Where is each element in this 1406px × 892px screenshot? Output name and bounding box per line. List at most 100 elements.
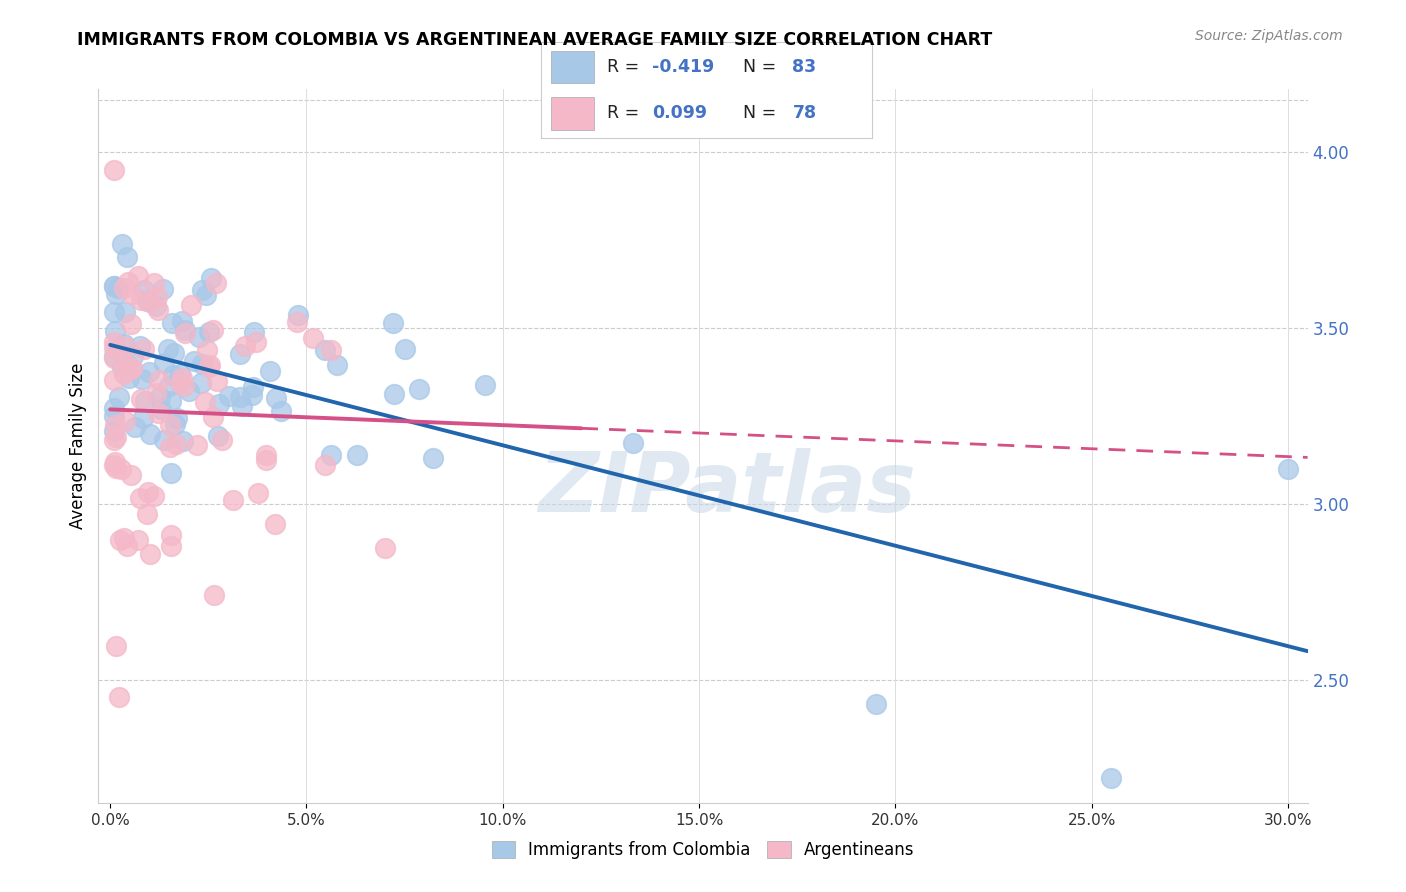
Point (105, 430, 128, 444)
Point (120, 468, 142, 483)
Point (104, 639, 127, 653)
Point (117, 357, 139, 371)
Point (103, 305, 125, 319)
Point (259, 363, 281, 377)
Point (156, 343, 179, 357)
Point (103, 335, 125, 350)
Point (103, 409, 125, 423)
Point (270, 404, 292, 418)
Point (117, 275, 139, 289)
Text: N =: N = (742, 58, 782, 76)
Point (190, 376, 212, 391)
Point (254, 448, 277, 462)
Point (118, 371, 141, 385)
Point (103, 424, 125, 438)
Point (159, 418, 181, 433)
Point (107, 281, 129, 295)
Point (112, 356, 135, 370)
Point (172, 314, 194, 328)
Point (202, 409, 225, 424)
Point (159, 528, 181, 542)
Point (131, 293, 153, 307)
Point (103, 458, 125, 472)
Point (198, 360, 221, 375)
Text: 0.099: 0.099 (652, 103, 707, 121)
Point (163, 346, 186, 360)
Point (229, 390, 252, 404)
Point (114, 305, 136, 319)
Point (326, 358, 349, 372)
Point (172, 371, 194, 385)
Point (159, 440, 181, 454)
Point (128, 491, 150, 505)
Point (117, 539, 139, 553)
Point (153, 433, 176, 447)
Text: N =: N = (742, 103, 782, 121)
Point (266, 391, 288, 405)
Point (382, 387, 405, 401)
Point (177, 384, 200, 398)
Point (145, 386, 167, 401)
Point (103, 163, 125, 178)
Point (162, 368, 184, 383)
Point (194, 394, 217, 409)
Text: ZIPatlas: ZIPatlas (538, 449, 917, 529)
Text: 78: 78 (793, 103, 817, 121)
Point (1099, 771, 1122, 785)
Point (103, 372, 125, 386)
Point (108, 390, 131, 404)
Point (136, 508, 159, 522)
Point (104, 455, 127, 469)
Point (152, 282, 174, 296)
Point (110, 461, 132, 475)
Point (207, 429, 229, 443)
Point (129, 392, 152, 407)
Point (240, 388, 263, 402)
Point (160, 317, 183, 331)
Point (173, 326, 195, 340)
Point (374, 541, 396, 555)
Point (242, 380, 264, 394)
Point (228, 347, 250, 361)
Point (382, 316, 405, 330)
Point (114, 414, 136, 428)
Point (621, 436, 644, 450)
Point (132, 283, 155, 297)
Point (202, 588, 225, 602)
Text: Source: ZipAtlas.com: Source: ZipAtlas.com (1195, 29, 1343, 43)
Point (218, 389, 240, 403)
Point (865, 698, 887, 712)
Point (111, 236, 134, 251)
Point (314, 458, 336, 473)
Point (422, 451, 444, 466)
Point (135, 293, 157, 308)
Point (103, 279, 125, 293)
Point (115, 251, 138, 265)
Point (408, 382, 430, 396)
Point (146, 406, 169, 420)
Point (201, 323, 224, 337)
FancyBboxPatch shape (551, 51, 595, 83)
Text: IMMIGRANTS FROM COLOMBIA VS ARGENTINEAN AVERAGE FAMILY SIZE CORRELATION CHART: IMMIGRANTS FROM COLOMBIA VS ARGENTINEAN … (77, 31, 993, 49)
Point (183, 354, 205, 368)
Point (148, 373, 170, 387)
Point (120, 362, 142, 376)
Point (124, 419, 146, 434)
Point (143, 489, 166, 503)
Point (319, 343, 342, 358)
Point (115, 340, 138, 354)
Point (108, 690, 131, 704)
Point (104, 287, 127, 301)
Point (254, 452, 277, 467)
Point (103, 349, 125, 363)
Point (198, 325, 221, 339)
Point (169, 376, 191, 390)
Point (104, 324, 127, 338)
Point (174, 323, 197, 337)
Point (186, 438, 208, 452)
Point (190, 357, 212, 371)
Point (121, 286, 143, 301)
Point (160, 539, 183, 553)
Y-axis label: Average Family Size: Average Family Size (69, 363, 87, 529)
Point (103, 342, 125, 356)
